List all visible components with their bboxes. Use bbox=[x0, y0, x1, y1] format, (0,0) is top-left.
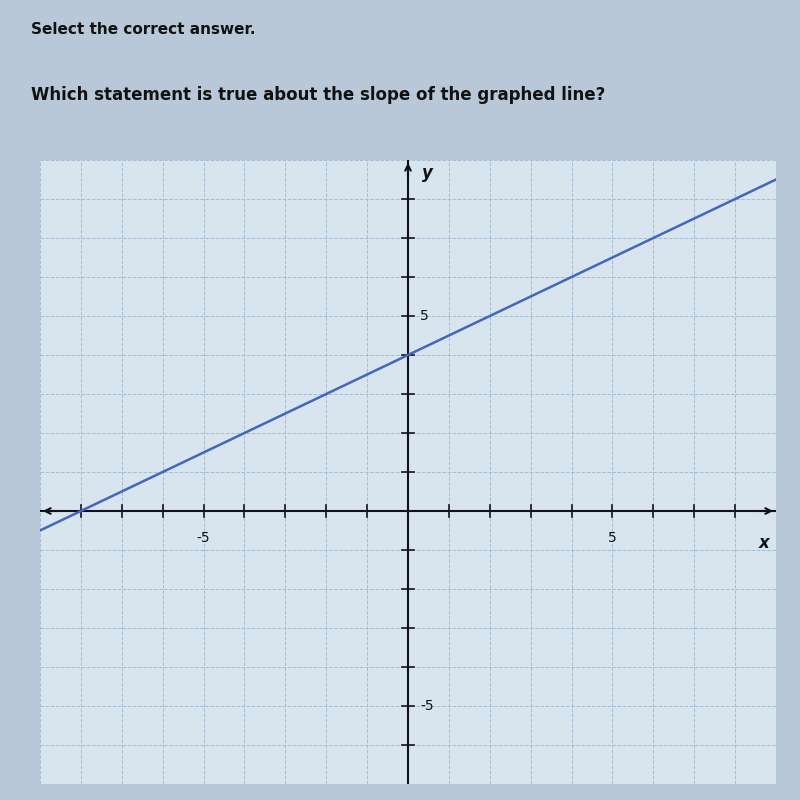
Text: -5: -5 bbox=[420, 699, 434, 713]
Text: 5: 5 bbox=[420, 309, 429, 323]
Text: x: x bbox=[758, 534, 769, 552]
Text: -5: -5 bbox=[197, 530, 210, 545]
Text: y: y bbox=[422, 164, 433, 182]
Text: Which statement is true about the slope of the graphed line?: Which statement is true about the slope … bbox=[31, 86, 606, 104]
Text: 5: 5 bbox=[608, 530, 617, 545]
Text: Select the correct answer.: Select the correct answer. bbox=[31, 22, 256, 38]
